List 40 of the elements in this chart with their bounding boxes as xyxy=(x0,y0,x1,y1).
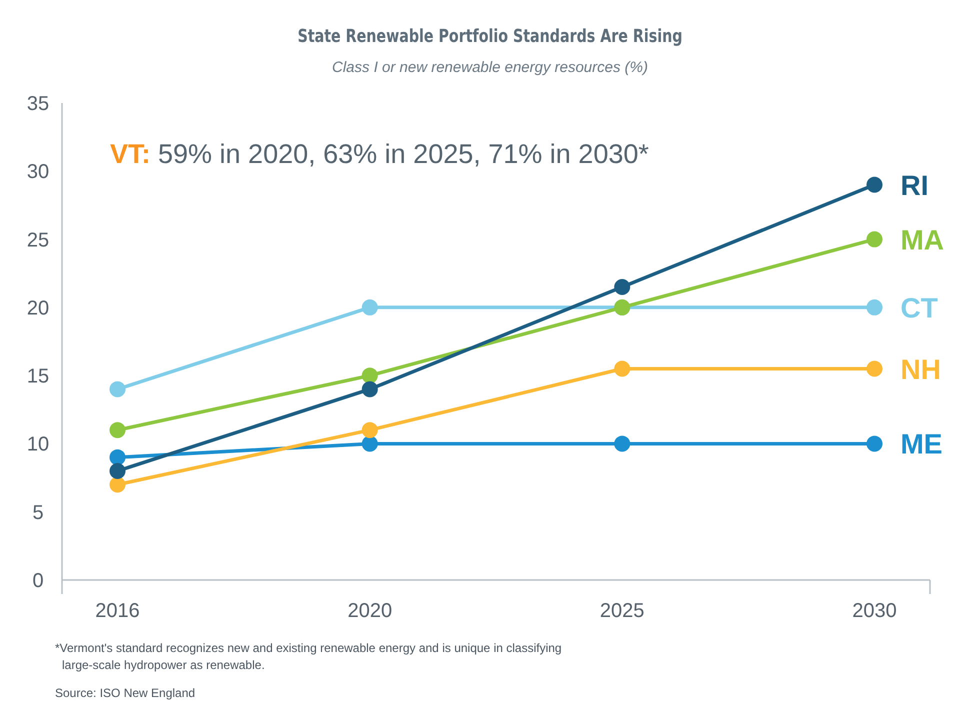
y-tick-label: 20 xyxy=(26,297,50,320)
y-tick-label: 35 xyxy=(26,93,50,115)
y-tick-label: 25 xyxy=(26,229,50,252)
point xyxy=(866,231,882,248)
y-tick-label: 5 xyxy=(32,502,44,524)
point xyxy=(110,422,126,438)
series-label: MA xyxy=(900,224,944,256)
annotation: VT: 59% in 2020, 63% in 2025, 71% in 2030* xyxy=(110,139,650,169)
x-tick-label: 2025 xyxy=(600,600,644,622)
point xyxy=(110,462,126,479)
point xyxy=(866,436,882,452)
point xyxy=(110,476,126,493)
point xyxy=(362,436,378,452)
point xyxy=(362,381,378,398)
y-tick-label: 10 xyxy=(26,434,50,456)
point xyxy=(362,299,378,316)
y-tick-label: 0 xyxy=(32,570,44,592)
point xyxy=(866,176,882,193)
x-tick-label: 2030 xyxy=(852,600,897,622)
x-tick-label: 2020 xyxy=(348,600,392,622)
series-label: RI xyxy=(900,170,928,201)
point xyxy=(614,360,630,377)
chart-subtitle: Class I or new renewable energy resources (%) xyxy=(332,59,648,76)
source-note: Source: ISO New England xyxy=(55,686,196,700)
x-tick-label: 2016 xyxy=(95,600,140,622)
point xyxy=(866,360,882,377)
series-label: ME xyxy=(900,428,942,460)
text: *Vermont's standard recognizes new and existing renewable energy and is unique in classifying large-scale hydropower as renewable. xyxy=(55,641,562,672)
chart-title: State Renewable Portfolio Standards Are Rising xyxy=(298,25,682,46)
point xyxy=(110,381,126,398)
point xyxy=(866,299,882,316)
series-label: CT xyxy=(900,292,938,324)
point xyxy=(110,449,126,466)
point xyxy=(362,422,378,438)
y-tick-label: 30 xyxy=(26,161,50,184)
point xyxy=(614,278,630,295)
point xyxy=(362,368,378,384)
y-tick-label: 15 xyxy=(26,366,50,388)
point xyxy=(614,436,630,452)
series-label: NH xyxy=(900,354,941,385)
